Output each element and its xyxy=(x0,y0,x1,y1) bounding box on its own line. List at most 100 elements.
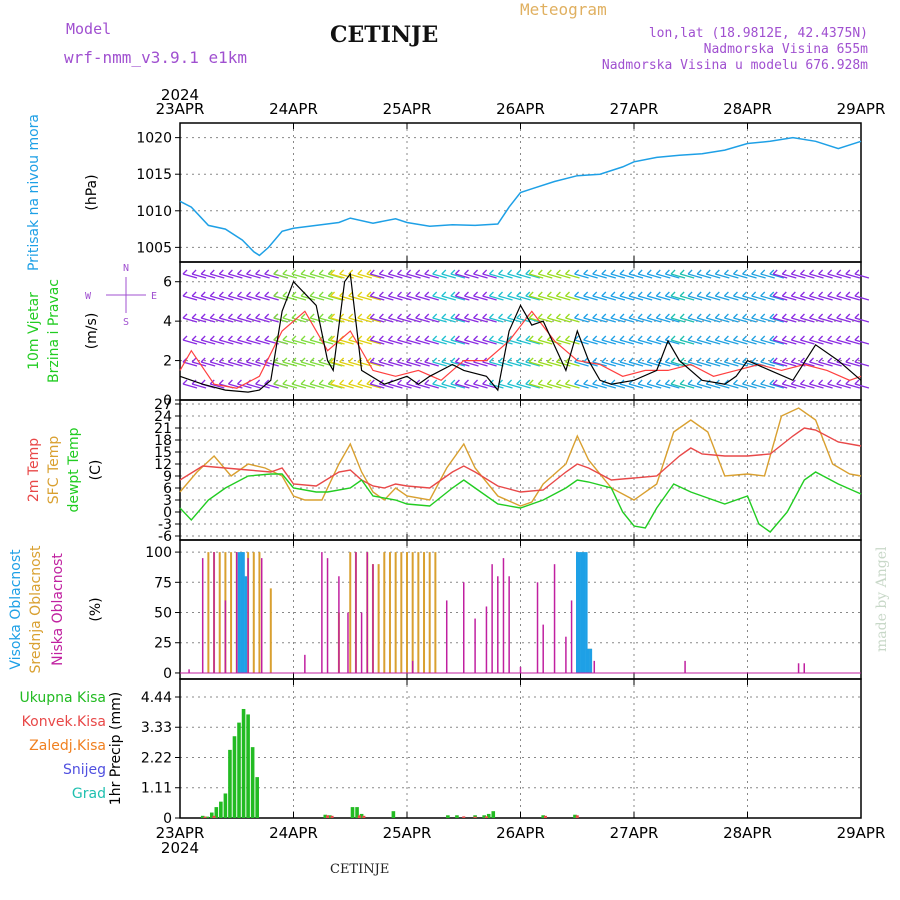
wind-barb xyxy=(264,379,270,385)
wind-barb xyxy=(773,383,788,389)
wind-barb xyxy=(751,317,766,323)
wind-barb xyxy=(291,335,297,341)
wind-barb xyxy=(378,313,384,319)
wind-barb xyxy=(565,313,570,319)
y-tick-label: 27 xyxy=(154,397,172,413)
wind-barb xyxy=(799,313,805,319)
wind-barb xyxy=(760,317,775,323)
wind-barb xyxy=(742,269,748,275)
wind-barb xyxy=(665,295,680,301)
wind-barb xyxy=(751,291,757,297)
wind-barb xyxy=(647,383,662,389)
wind-barb xyxy=(528,313,534,319)
wind-barb xyxy=(790,291,796,297)
wind-barb xyxy=(237,317,252,323)
wind-barb xyxy=(489,361,504,367)
wind-barb xyxy=(687,313,693,319)
wind-barb xyxy=(751,335,757,341)
wind-barb xyxy=(273,383,288,389)
wind-barb xyxy=(525,335,531,341)
wind-barb xyxy=(379,361,394,367)
wind-barb xyxy=(610,339,626,345)
wind-barb xyxy=(800,361,815,367)
wind-barb xyxy=(237,273,252,279)
lonlat-text: lon,lat (18.9812E, 42.4375N) xyxy=(648,26,868,41)
wind-barb xyxy=(628,335,634,341)
wind-barb xyxy=(610,295,626,301)
wind-barb xyxy=(246,313,252,319)
wind-barb xyxy=(489,317,504,323)
wind-barb xyxy=(854,317,870,323)
wind-barb xyxy=(255,273,270,279)
wind-barb xyxy=(282,357,288,363)
wind-barb xyxy=(210,339,225,345)
wind-barb xyxy=(507,379,513,385)
wind-barb xyxy=(827,357,833,363)
wind-barb xyxy=(854,339,870,345)
wind-barb xyxy=(432,273,447,279)
wind-barb xyxy=(769,291,775,297)
wind-barb xyxy=(769,335,775,341)
wind-barb xyxy=(406,291,412,297)
wind-barb xyxy=(769,339,784,345)
legend-total-rain: Ukupna Kisa xyxy=(19,690,106,706)
y-tick-label: -3 xyxy=(158,517,172,533)
pressure-axis-label: Pritisak na nivou mora xyxy=(26,114,42,271)
wind-barb xyxy=(246,339,261,345)
wind-barb xyxy=(488,335,494,341)
wind-barb xyxy=(309,291,315,297)
wind-barb xyxy=(724,383,739,389)
wind-barb xyxy=(482,383,497,389)
wind-barb xyxy=(327,335,333,341)
wind-barb xyxy=(809,361,824,367)
wind-barb xyxy=(760,357,766,363)
wind-barb xyxy=(282,383,298,389)
wind-barb xyxy=(547,361,562,367)
wind-barb xyxy=(619,273,635,279)
wind-barb xyxy=(273,379,279,385)
wind-barb xyxy=(415,383,430,389)
wind-barb xyxy=(706,361,721,367)
wind-barb xyxy=(538,339,553,345)
wind-barb xyxy=(592,383,607,389)
wind-barb xyxy=(619,295,635,301)
y-tick-label: 15 xyxy=(154,445,172,461)
wind-barb xyxy=(218,335,224,341)
wind-barb xyxy=(516,361,531,367)
wind-barb xyxy=(836,335,842,341)
wind-barb xyxy=(619,269,625,275)
wind-barb xyxy=(705,313,711,319)
wind-barb xyxy=(574,383,589,389)
wind-barb xyxy=(525,379,531,385)
high-cloud-axis-label: Visoka Oblacnost xyxy=(8,549,24,670)
wind-barb xyxy=(237,379,242,385)
wind-barb xyxy=(200,291,206,297)
wind-barb xyxy=(191,361,207,367)
wind-barb xyxy=(218,291,224,297)
wind-barb xyxy=(357,317,372,323)
wind-barb xyxy=(498,383,513,389)
wind-barb xyxy=(655,313,661,319)
wind-barb xyxy=(357,383,372,389)
wind-barb xyxy=(537,291,543,297)
wind-barb xyxy=(827,273,842,279)
wind-barb xyxy=(488,269,494,275)
wind-barb xyxy=(464,291,469,297)
wind-barb xyxy=(498,313,503,319)
wind-barb xyxy=(327,313,333,319)
wind-barb xyxy=(742,383,757,389)
wind-barb xyxy=(647,295,662,301)
y-tick-label: 9 xyxy=(163,469,172,485)
wind-barb xyxy=(714,313,720,319)
wind-barb xyxy=(854,357,860,363)
wind-barb xyxy=(592,335,598,341)
wind-barb xyxy=(637,379,643,385)
wind-barb xyxy=(370,383,385,389)
wind-barb xyxy=(282,291,288,297)
wind-barb xyxy=(432,379,438,385)
wind-barb xyxy=(473,379,479,385)
legend-snow: Snijeg xyxy=(63,762,106,778)
wind-barb xyxy=(782,317,797,323)
wind-barb xyxy=(210,273,225,279)
temp-2m-axis-label: 2m Temp xyxy=(26,438,42,502)
